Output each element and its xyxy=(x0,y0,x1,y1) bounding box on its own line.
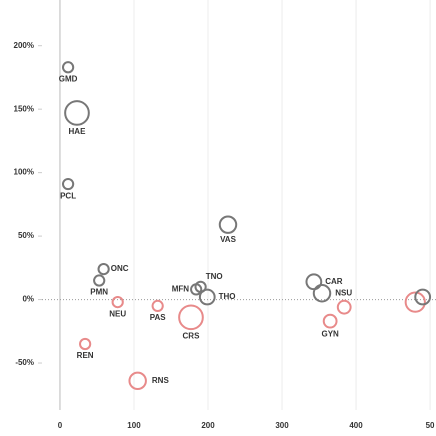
point-label: VAS xyxy=(220,235,237,244)
point-label: REN xyxy=(77,351,94,360)
bubble xyxy=(111,295,124,309)
bubble xyxy=(414,288,432,306)
bubble xyxy=(61,177,75,191)
x-tick-label: 300 xyxy=(275,421,289,430)
x-tick-label: 50 xyxy=(426,421,435,430)
x-tick-label: 0 xyxy=(58,421,63,430)
bubble xyxy=(93,274,106,287)
point-label: CRS xyxy=(183,331,201,340)
y-tick-label: -50% xyxy=(15,358,34,367)
bubble xyxy=(97,262,110,276)
point-label: PCL xyxy=(60,191,76,200)
point-label: GMD xyxy=(59,74,78,83)
point-label: THO xyxy=(219,292,236,301)
y-tick-label: 100% xyxy=(14,168,34,177)
x-tick-label: 100 xyxy=(127,421,141,430)
point-label: HAE xyxy=(69,127,87,136)
bubble xyxy=(305,273,323,291)
point-label: PAS xyxy=(150,313,167,322)
bubble xyxy=(336,299,352,315)
bubble xyxy=(64,100,90,126)
y-tick-label: 200% xyxy=(14,41,34,50)
point-label: ONC xyxy=(111,264,129,273)
bubble xyxy=(218,215,238,234)
bubble xyxy=(178,304,204,331)
x-tick-label: 200 xyxy=(201,421,215,430)
bubble xyxy=(61,61,75,74)
point-label: MFN xyxy=(172,285,190,294)
bubble xyxy=(198,288,216,306)
y-tick-label: 150% xyxy=(14,104,34,113)
point-label: NSU xyxy=(335,288,352,297)
bubble xyxy=(128,371,147,391)
bubble xyxy=(151,299,164,313)
point-label: GYN xyxy=(321,330,339,339)
x-tick-label: 400 xyxy=(349,421,363,430)
point-label: NEU xyxy=(109,309,126,318)
bubble xyxy=(322,313,338,329)
point-label: RNS xyxy=(152,376,170,385)
point-label: TNO xyxy=(206,272,223,281)
bubble xyxy=(404,291,426,313)
point-label: CAR xyxy=(325,277,343,286)
y-tick-label: 0% xyxy=(22,295,34,304)
bubble xyxy=(312,283,332,303)
y-tick-label: 50% xyxy=(18,231,34,240)
bubble xyxy=(79,337,92,351)
point-label: PMN xyxy=(90,288,108,297)
